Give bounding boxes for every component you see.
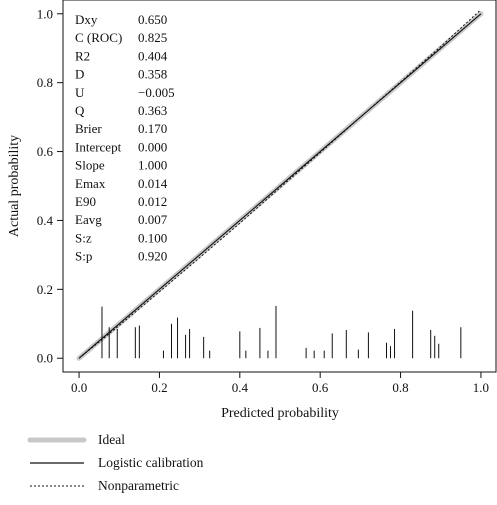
x-tick-label: 0.2 — [151, 380, 167, 395]
legend-label: Ideal — [98, 432, 125, 447]
stat-value: 0.920 — [138, 249, 167, 264]
legend-label: Logistic calibration — [98, 455, 204, 470]
stats-block: Dxy 0.650 C (ROC) 0.825 R2 0.404 D 0.358 U −0.005… — [75, 12, 175, 264]
stat-value: 0.358 — [138, 67, 167, 82]
x-tick-label: 0.4 — [232, 380, 249, 395]
stat-value: 0.825 — [138, 30, 167, 45]
stat-value: −0.005 — [138, 85, 175, 100]
stat-label: Intercept — [75, 139, 122, 154]
stat-value: 0.170 — [138, 121, 167, 136]
stat-value: 0.404 — [138, 48, 168, 63]
stat-label: C (ROC) — [75, 30, 122, 45]
plot-frame — [62, 0, 497, 373]
stat-label: Q — [75, 103, 85, 118]
x-tick-label: 0.0 — [71, 380, 87, 395]
x-axis-title: Predicted probability — [221, 406, 339, 421]
y-tick-label: 1.0 — [37, 6, 53, 21]
series-line-nonparametric — [78, 9, 482, 359]
stat-label: S:p — [75, 249, 92, 264]
x-tick-label: 0.8 — [392, 380, 408, 395]
stat-label: Brier — [75, 121, 102, 136]
stat-value: 0.100 — [138, 230, 167, 245]
series-line-logistic-calibration — [78, 13, 482, 359]
y-tick-label: 0.8 — [37, 75, 53, 90]
y-axis-title: Actual probability — [7, 135, 22, 237]
stat-label: U — [75, 85, 85, 100]
stat-label: Eavg — [75, 212, 102, 227]
legend: Ideal Logistic calibration Nonparametric — [27, 432, 204, 493]
stat-value: 0.007 — [138, 212, 168, 227]
stat-label: D — [75, 67, 84, 82]
x-tick-label: 0.6 — [312, 380, 329, 395]
stat-value: 0.000 — [138, 139, 167, 154]
stat-label: Slope — [75, 158, 105, 173]
x-tick-label: 1.0 — [473, 380, 489, 395]
stat-value: 0.014 — [138, 176, 168, 191]
y-tick-label: 0.2 — [37, 282, 53, 297]
stat-label: Dxy — [75, 12, 98, 27]
y-tick-label: 0.6 — [37, 144, 54, 159]
y-tick-label: 0.4 — [37, 213, 54, 228]
y-tick-label: 0.0 — [37, 351, 53, 366]
stat-value: 0.012 — [138, 194, 167, 209]
stat-label: S:z — [75, 230, 92, 245]
stat-value: 0.650 — [138, 12, 167, 27]
stat-label: E90 — [75, 194, 96, 209]
stat-label: Emax — [75, 176, 106, 191]
legend-label: Nonparametric — [98, 478, 179, 493]
stat-value: 0.363 — [138, 103, 167, 118]
plot-area: 0.0 0.2 0.4 0.6 0.8 1.0 0.0 0.2 0.4 0.6 0.8 1.0 Dxy 0… — [37, 0, 497, 395]
stat-label: R2 — [75, 48, 90, 63]
stat-value: 1.000 — [138, 158, 167, 173]
